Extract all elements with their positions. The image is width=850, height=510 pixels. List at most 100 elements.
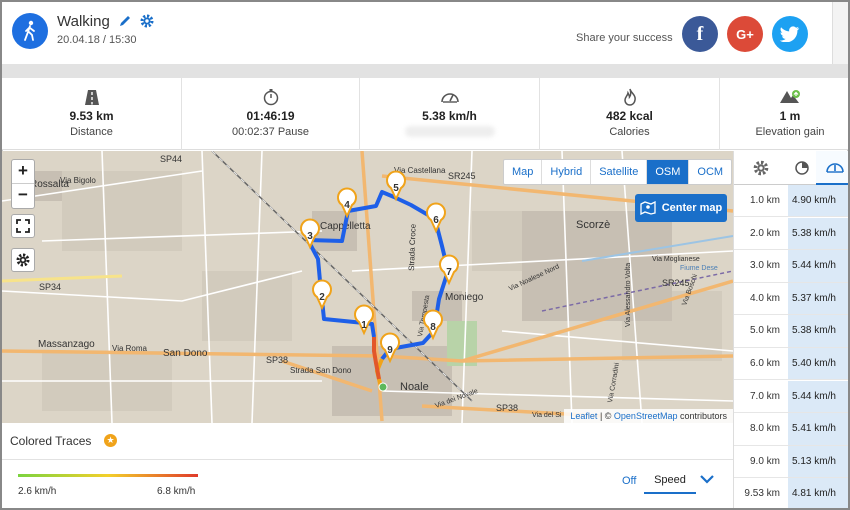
split-row: 5.0 km 5.38 km/h (734, 315, 848, 348)
split-speed: 5.41 km/h (788, 413, 848, 445)
stat-duration: 01:46:19 00:02:37 Pause (182, 78, 360, 150)
trace-off-option[interactable]: Off (622, 475, 637, 487)
split-speed: 5.38 km/h (788, 217, 848, 249)
splits-tab-speed[interactable] (816, 151, 848, 185)
stat-label: Distance (70, 126, 113, 138)
split-distance: 4.0 km (749, 292, 780, 304)
attribution-separator: | © (597, 411, 614, 421)
map-minor-roads (2, 151, 733, 423)
layer-tab-map[interactable]: Map (504, 160, 543, 184)
map-label: Via Moglianese (652, 256, 700, 263)
svg-text:7: 7 (446, 267, 452, 278)
trace-mode-select[interactable]: Speed (644, 468, 696, 494)
km-marker-4[interactable]: 4 (337, 187, 357, 219)
chevron-down-icon[interactable] (699, 472, 715, 490)
route-start-marker[interactable] (378, 382, 388, 392)
svg-text:4: 4 (344, 200, 350, 211)
mountain-icon (780, 90, 800, 103)
km-marker-3[interactable]: 3 (300, 218, 320, 250)
flame-icon (623, 88, 636, 106)
leaflet-link[interactable]: Leaflet (570, 411, 598, 421)
fullscreen-button[interactable] (11, 214, 35, 238)
speed-gradient-legend (18, 474, 198, 477)
map-fields (42, 171, 722, 411)
map-label: Rossalta (30, 179, 69, 190)
split-distance: 2.0 km (749, 227, 780, 239)
route-map[interactable]: SP44 Via Bigolo Rossalta Via Castellana … (2, 151, 733, 423)
split-row: 9.0 km 5.13 km/h (734, 445, 848, 479)
stat-value: 482 kcal (606, 109, 653, 123)
split-distance: 1.0 km (749, 195, 780, 206)
split-row: 7.0 km 5.44 km/h (734, 380, 848, 413)
share-google-plus-button[interactable]: G+ (727, 16, 763, 52)
speedometer-icon (440, 93, 459, 103)
map-label: Via Roma (112, 344, 148, 353)
km-marker-7[interactable]: 7 (439, 254, 459, 286)
layer-tab-ocm[interactable]: OCM (697, 166, 724, 178)
map-label: Fiume Dese (680, 265, 718, 272)
header-divider (2, 64, 848, 78)
speedometer-icon (825, 163, 844, 173)
center-map-button[interactable]: Center map (635, 194, 727, 222)
stopwatch-icon (263, 89, 278, 106)
center-map-label: Center map (661, 202, 723, 214)
osm-link[interactable]: OpenStreetMap (613, 411, 678, 421)
map-road-sp34 (2, 274, 123, 283)
layer-tab-satellite[interactable]: Satellite (591, 160, 648, 184)
km-marker-9[interactable]: 9 (380, 332, 400, 364)
route-track-slow (372, 337, 381, 380)
split-row: 9.53 km 4.81 km/h (734, 478, 848, 508)
splits-tab-pace[interactable] (788, 151, 816, 185)
edit-icon[interactable] (117, 13, 133, 34)
map-label: SP44 (160, 154, 182, 164)
map-label: Noale (400, 381, 429, 393)
stat-label: Elevation gain (755, 126, 825, 138)
km-marker-5[interactable]: 5 (386, 170, 406, 202)
zoom-out-button[interactable]: − (18, 185, 28, 204)
share-twitter-button[interactable] (772, 16, 808, 52)
split-speed: 5.44 km/h (788, 250, 848, 282)
stat-calories: 482 kcal Calories (540, 78, 720, 150)
map-label: SP38 (496, 403, 518, 413)
share-label: Share your success (576, 32, 673, 44)
map-label: SP34 (39, 282, 61, 292)
km-marker-8[interactable]: 8 (423, 309, 443, 341)
splits-settings-button[interactable] (734, 151, 788, 185)
km-marker-2[interactable]: 2 (312, 279, 332, 311)
split-speed: 4.90 km/h (788, 185, 848, 217)
km-marker-1[interactable]: 1 (354, 304, 374, 336)
activity-title: Walking (57, 13, 110, 30)
share-facebook-button[interactable]: f (682, 16, 718, 52)
map-label: Scorzè (576, 219, 610, 231)
map-label: Via del Si (532, 412, 562, 419)
map-tiles[interactable]: SP44 Via Bigolo Rossalta Via Castellana … (2, 151, 733, 423)
layer-tab-hybrid[interactable]: Hybrid (542, 160, 592, 184)
map-label: Massanzago (38, 339, 95, 350)
gear-icon (753, 160, 769, 176)
split-distance: 8.0 km (749, 423, 780, 435)
map-label: SR245 (448, 171, 476, 181)
km-marker-6[interactable]: 6 (426, 202, 446, 234)
layer-tab-osm[interactable]: OSM (647, 160, 690, 184)
svg-text:5: 5 (393, 183, 399, 194)
walking-icon (12, 13, 48, 49)
zoom-in-button[interactable]: + (12, 160, 34, 184)
map-label: SR245 (662, 278, 690, 288)
colored-traces-panel: Colored Traces ★ 2.6 km/h 6.8 km/h Off S… (2, 423, 733, 508)
road-icon (84, 90, 99, 105)
map-settings-button[interactable] (11, 248, 35, 272)
activity-settings-icon[interactable] (139, 13, 155, 34)
splits-header (734, 151, 848, 185)
split-speed: 4.81 km/h (788, 478, 848, 508)
colored-traces-title: Colored Traces (10, 434, 92, 448)
premium-star-icon: ★ (104, 434, 117, 447)
twitter-bird-icon (780, 26, 800, 42)
stat-distance: 9.53 km Distance (2, 78, 182, 150)
stat-value: 01:46:19 (246, 109, 295, 123)
svg-text:3: 3 (307, 231, 313, 242)
stat-value: 5.38 km/h (422, 109, 477, 123)
split-row: 8.0 km 5.41 km/h (734, 413, 848, 446)
map-label: Strada Croce (407, 223, 418, 271)
stat-speed: 5.38 km/h (360, 78, 540, 150)
